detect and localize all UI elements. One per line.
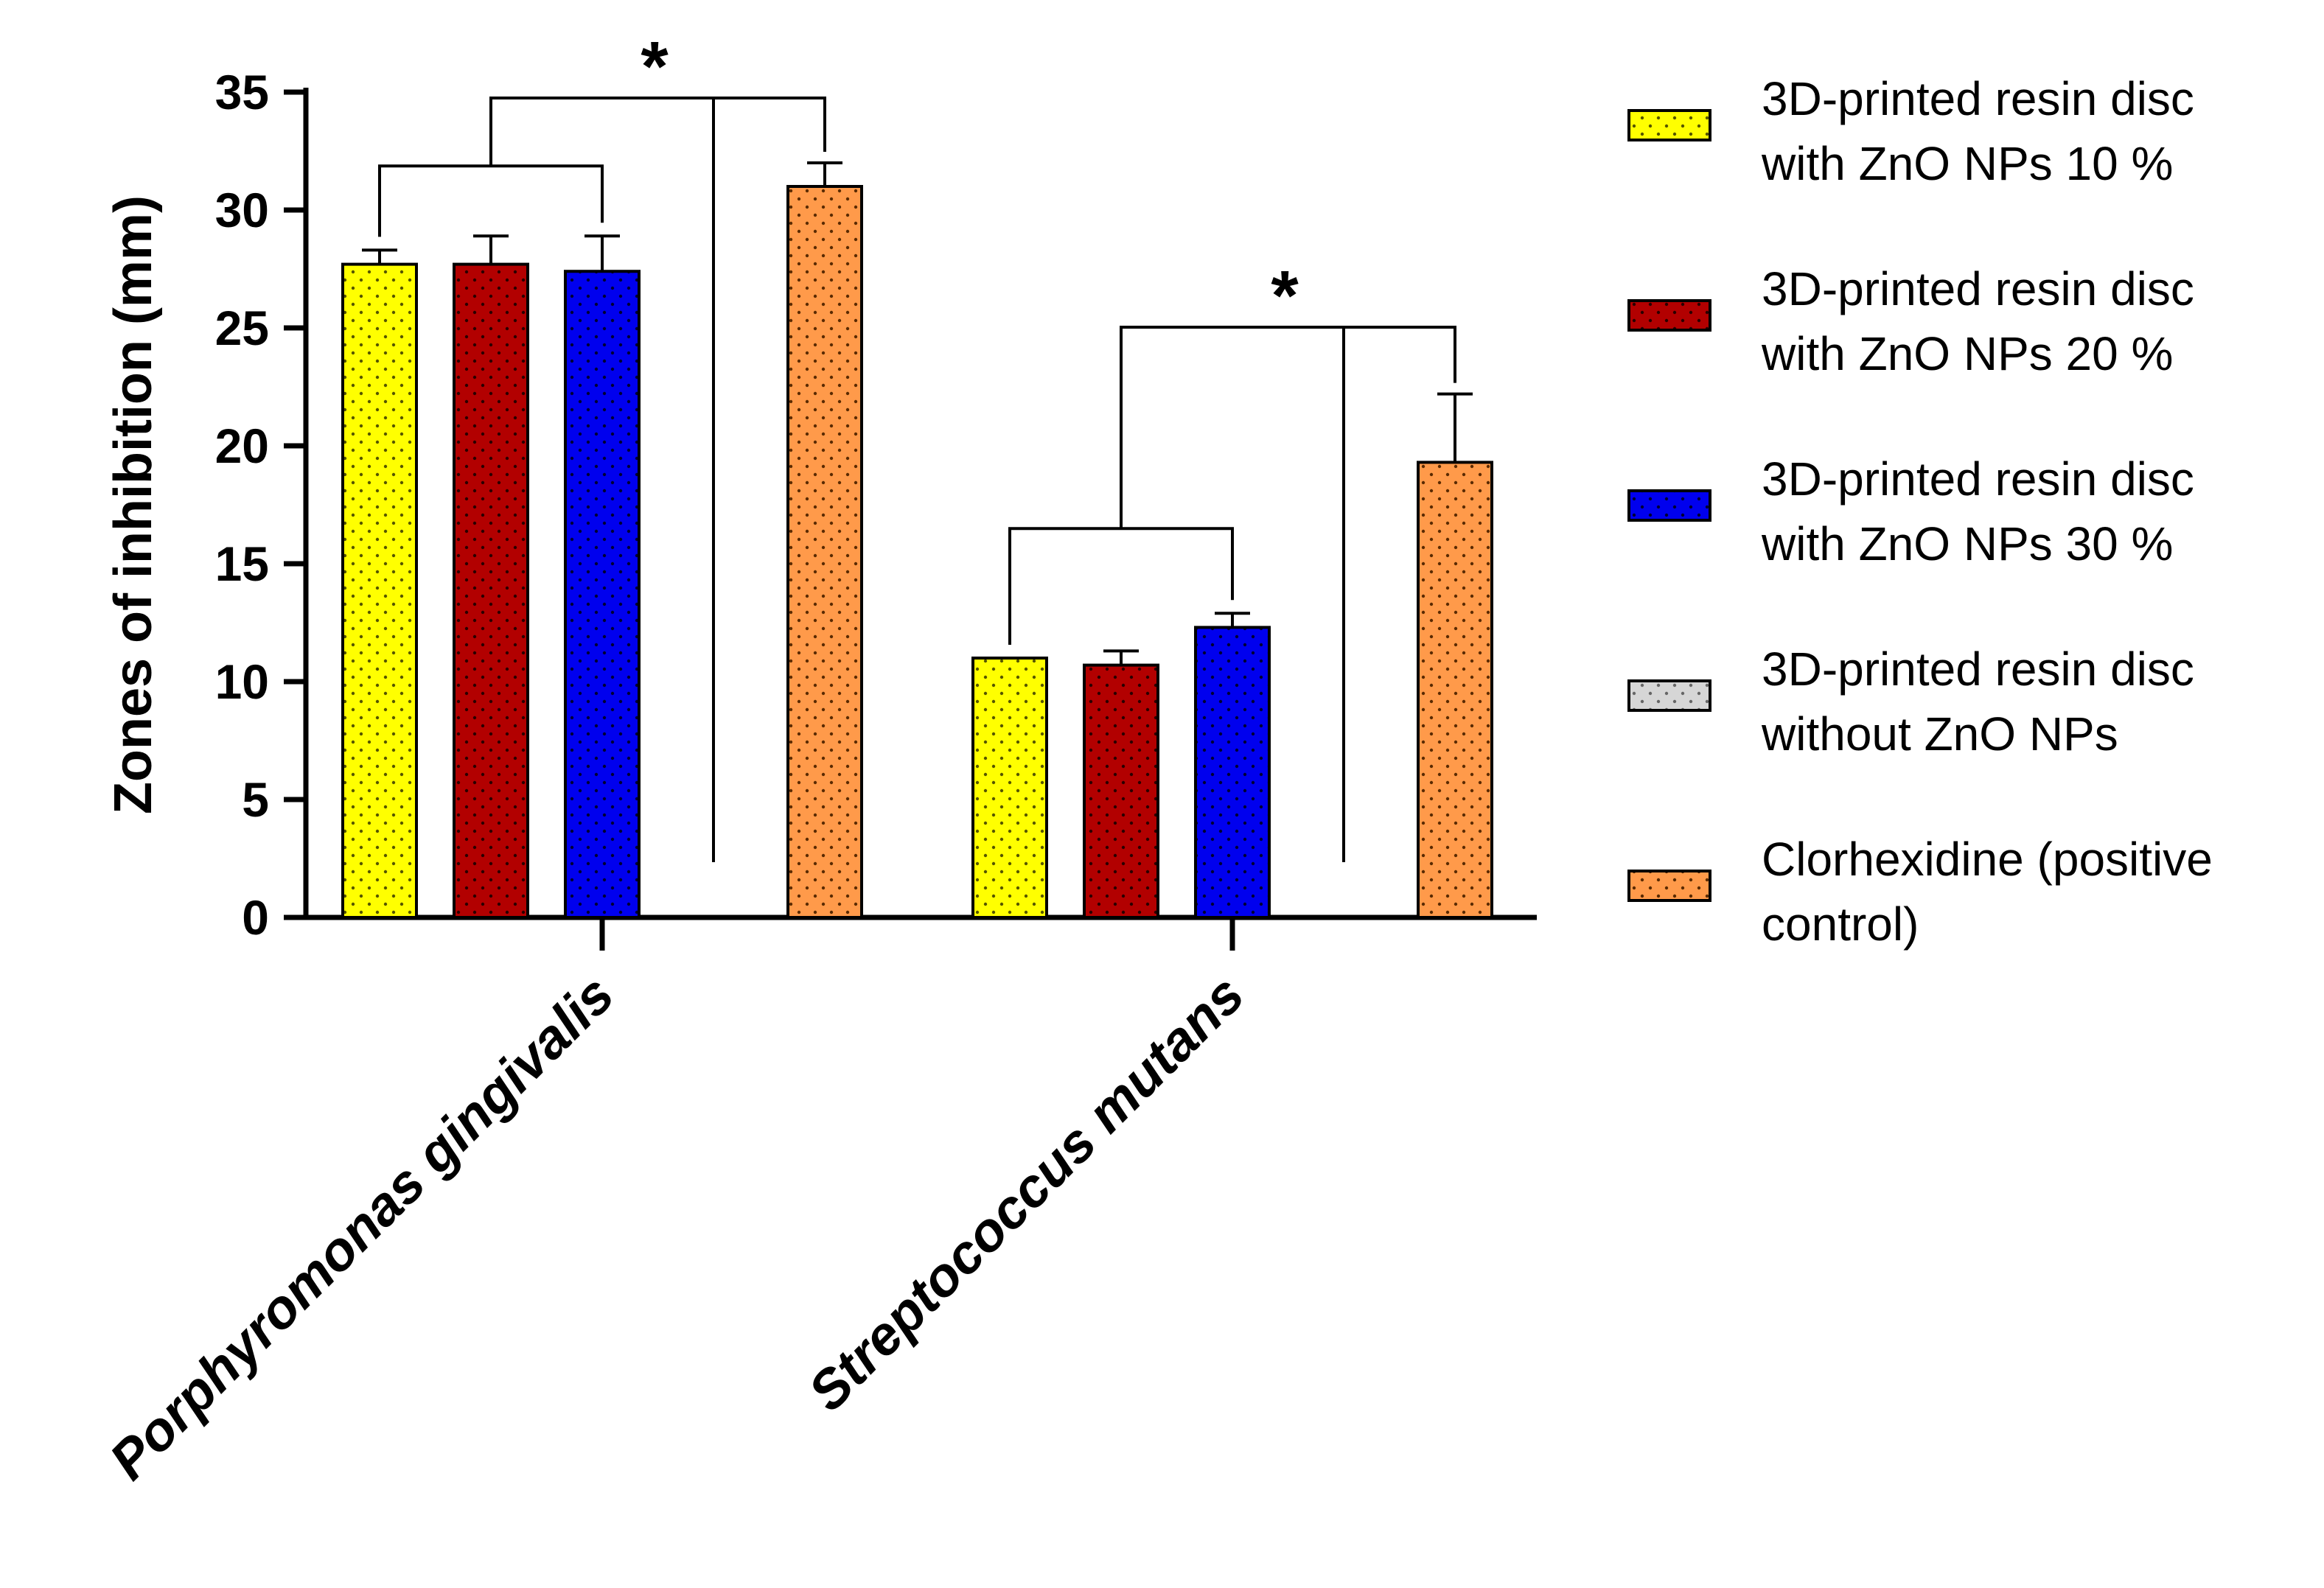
legend-label-line: 3D-printed resin disc (1762, 72, 2194, 125)
bar (971, 657, 1048, 919)
bar (1417, 461, 1493, 919)
legend-item: 3D-printed resin disc with ZnO NPs 30 % (1627, 452, 2194, 570)
significance-asterisk: * (1271, 256, 1299, 335)
outer-bracket (1120, 326, 1456, 529)
inner-bracket (378, 164, 604, 237)
legend-item: Clorhexidine (positive control) (1627, 833, 2213, 951)
legend-item: 3D-printed resin disc without ZnO NPs (1627, 643, 2194, 760)
legend-swatch (1627, 489, 1711, 522)
y-tick-label: 30 (215, 183, 269, 237)
bar (1194, 626, 1271, 920)
x-category-label: Porphyromonas gingivalis (98, 964, 626, 1491)
bar (341, 262, 418, 920)
x-category-label: Streptococcus mutans (797, 964, 1256, 1423)
legend-label: Clorhexidine (positive control) (1762, 833, 2213, 951)
legend-label-line: Clorhexidine (positive (1762, 833, 2213, 886)
legend-label: 3D-printed resin disc without ZnO NPs (1761, 643, 2194, 760)
bars (341, 161, 1493, 920)
legend-label: 3D-printed resin disc with ZnO NPs 30 % (1761, 452, 2194, 570)
legend-label-line: without ZnO NPs (1761, 707, 2118, 760)
legend-swatch (1627, 299, 1711, 332)
legend-label-line: with ZnO NPs 30 % (1761, 517, 2173, 570)
legend-swatch (1627, 109, 1711, 141)
bar (453, 262, 529, 920)
legend-swatch (1627, 679, 1711, 712)
bar (564, 270, 641, 919)
legend-swatch (1627, 870, 1711, 902)
significance-asterisk: * (641, 27, 669, 106)
significance-brackets: ** (378, 27, 1456, 862)
legend-item: 3D-printed resin disc with ZnO NPs 10 % (1627, 72, 2194, 190)
legend-label-line: 3D-printed resin disc (1762, 262, 2194, 315)
y-tick-label: 5 (242, 772, 269, 827)
y-tick-label: 20 (215, 419, 269, 473)
legend-label: 3D-printed resin disc with ZnO NPs 20 % (1761, 262, 2194, 380)
y-tick-label: 10 (215, 654, 269, 709)
legend-label-line: control) (1762, 898, 1919, 951)
legend: 3D-printed resin disc with ZnO NPs 10 %3D… (1627, 72, 2213, 951)
y-tick-label: 15 (215, 536, 269, 591)
bar (786, 185, 863, 919)
y-tick-label: 35 (215, 65, 269, 119)
legend-label: 3D-printed resin disc with ZnO NPs 10 % (1761, 72, 2194, 190)
legend-label-line: 3D-printed resin disc (1762, 643, 2194, 696)
legend-label-line: with ZnO NPs 20 % (1761, 327, 2173, 380)
legend-label-line: with ZnO NPs 10 % (1761, 137, 2173, 190)
y-tick-label: 25 (215, 301, 269, 355)
legend-item: 3D-printed resin disc with ZnO NPs 20 % (1627, 262, 2194, 380)
y-tick-label: 0 (242, 890, 269, 945)
outer-bracket (489, 97, 826, 167)
legend-label-line: 3D-printed resin disc (1762, 452, 2194, 506)
bar (1083, 663, 1159, 919)
y-axis-title: Zones of inhibition (mm) (104, 195, 163, 814)
